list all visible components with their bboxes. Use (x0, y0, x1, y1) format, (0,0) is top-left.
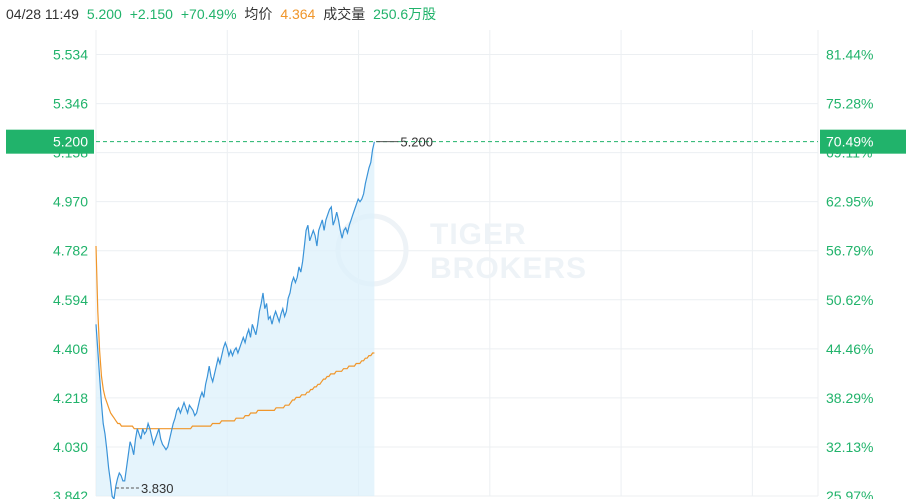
quote-price: 5.200 (86, 6, 122, 22)
watermark-line1: TIGER (430, 218, 527, 251)
price-tick-label: 3.842 (53, 488, 88, 499)
current-price-tag (6, 129, 94, 154)
price-tick-label: 5.534 (53, 47, 88, 63)
price-tick-label: 4.218 (53, 390, 88, 406)
price-tick-label: 4.406 (53, 341, 88, 357)
price-axis: 5.5345.3465.1584.9704.7824.5944.4064.218… (53, 47, 88, 499)
avg-price-value: 4.364 (280, 6, 316, 22)
chart-grid (95, 30, 819, 497)
price-line (95, 141, 375, 499)
current-pct-tag (820, 129, 906, 154)
price-tick-label: 4.782 (53, 243, 88, 259)
price-tick-label: 4.970 (53, 194, 88, 210)
quote-header: 04/28 11:49 5.200 +2.150 +70.49% 均价 4.36… (6, 4, 440, 24)
current-pct-tag-text: 70.49% (826, 134, 873, 150)
percent-axis: 81.44%75.28%69.11%62.95%56.79%50.62%44.4… (826, 47, 873, 499)
percent-tick-label: 75.28% (826, 96, 873, 112)
percent-tick-label: 81.44% (826, 47, 873, 63)
percent-tick-label: 38.29% (826, 390, 873, 406)
percent-tick-label: 50.62% (826, 292, 873, 308)
price-tick-label: 4.030 (53, 439, 88, 455)
watermark-line2: BROKERS (430, 252, 587, 285)
low-price-label: 3.830 (141, 481, 174, 496)
price-area-fill (96, 141, 375, 499)
percent-tick-label: 25.97% (826, 488, 873, 499)
price-tick-label: 5.346 (53, 96, 88, 112)
current-price-label: 5.200 (400, 135, 433, 150)
current-price-tag-text: 5.200 (53, 134, 88, 150)
avg-price-label: 均价 (244, 6, 273, 22)
quote-change: +2.150 (129, 6, 173, 22)
volume-label: 成交量 (323, 6, 366, 22)
volume-value: 250.6万股 (373, 6, 437, 22)
quote-change-pct: +70.49% (180, 6, 237, 22)
quote-datetime: 04/28 11:49 (6, 6, 79, 22)
price-tick-label: 4.594 (53, 292, 88, 308)
percent-tick-label: 62.95% (826, 194, 873, 210)
percent-tick-label: 56.79% (826, 243, 873, 259)
percent-tick-label: 44.46% (826, 341, 873, 357)
percent-tick-label: 32.13% (826, 439, 873, 455)
